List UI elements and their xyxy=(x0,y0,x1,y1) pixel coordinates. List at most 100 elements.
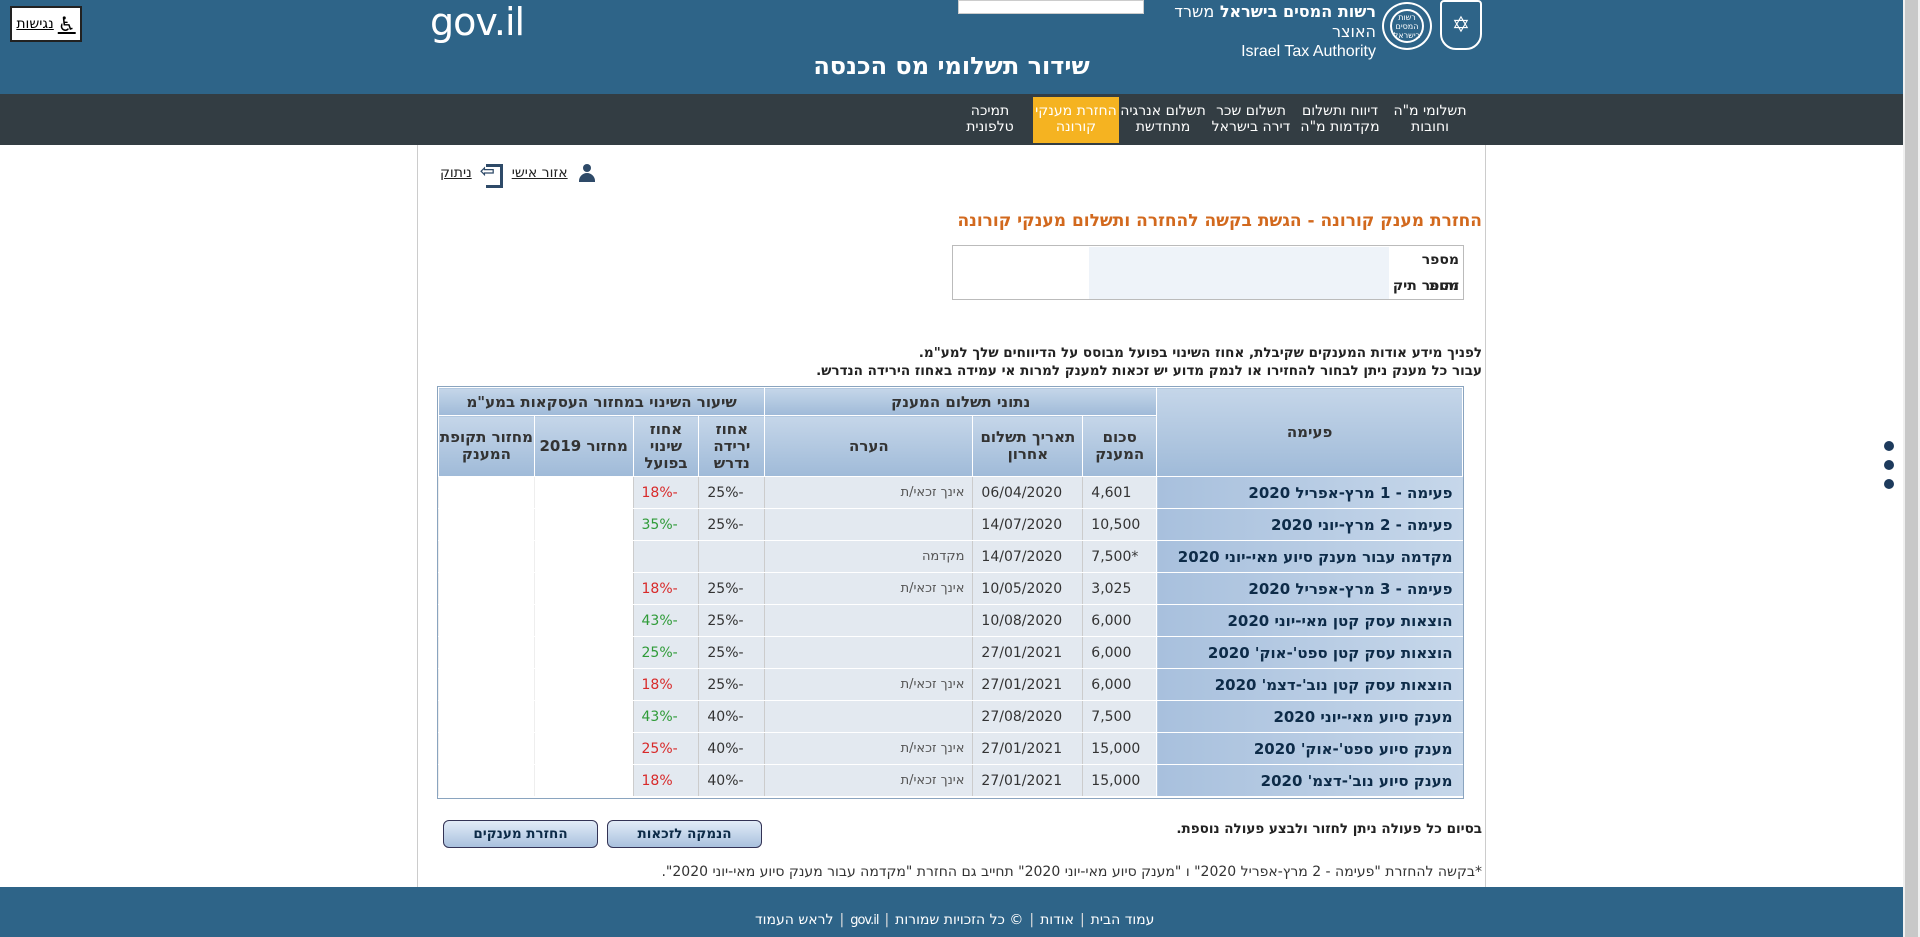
cell-required: -25% xyxy=(698,572,765,605)
nav-item-phone-support[interactable]: תמיכה טלפונית xyxy=(966,103,1014,135)
personal-area-link[interactable]: אזור אישי xyxy=(511,165,568,181)
table-row: מענק סיוע מאי-יוני 2020 7,500 27/08/2020 -4… xyxy=(438,700,1463,733)
cell-note: אינך זכאי/ת xyxy=(764,572,973,605)
cell-period: פעימה - 3 מרץ-אפריל 2020 xyxy=(1156,572,1463,605)
header-turnover-2019: מחזור 2019 xyxy=(533,415,634,477)
cell-grant-turnover xyxy=(438,604,535,637)
cell-amount: 7,500 xyxy=(1082,700,1157,733)
cell-actual: -25% xyxy=(632,732,699,765)
cell-date: 06/04/2020 xyxy=(972,476,1083,509)
cell-required: -25% xyxy=(698,604,765,637)
content-frame xyxy=(417,145,1486,887)
info-line-1: לפניך מידע אודות המענקים שקיבלת, אחוז הש… xyxy=(918,345,1482,361)
file-value xyxy=(1089,273,1389,299)
footer-gov-logo[interactable]: gov.il xyxy=(850,912,879,928)
table-row: הוצאות עסק קטן נוב'-דצמ' 2020 6,000 27/01/… xyxy=(438,668,1463,701)
cell-turnover-2019 xyxy=(533,700,633,733)
cell-actual: -43% xyxy=(632,700,699,733)
table-row: פעימה - 2 מרץ-יוני 2020 10,500 14/07/2020 -… xyxy=(438,508,1463,541)
table-row: הוצאות עסק קטן ספט'-אוק' 2020 6,000 27/01/… xyxy=(438,636,1463,669)
grants-table-wrapper: פעימה נתוני תשלום המענק שיעור השינוי במח… xyxy=(437,386,1464,799)
cell-note xyxy=(764,508,973,541)
personal-area-bar: אזור אישי ניתוק xyxy=(440,161,596,188)
nav-item-corona-grants[interactable]: החזרת מענקי קורונה xyxy=(1033,97,1119,143)
cell-amount: 6,000 xyxy=(1082,604,1157,637)
return-grants-button[interactable]: החזרת מענקים xyxy=(443,820,598,848)
cell-turnover-2019 xyxy=(533,572,633,605)
cell-turnover-2019 xyxy=(533,604,633,637)
user-icon xyxy=(578,164,596,182)
table-row: מענק סיוע נוב'-דצמ' 2020 15,000 27/01/2021… xyxy=(438,764,1463,797)
info-text: לפניך מידע אודות המענקים שקיבלת, אחוז הש… xyxy=(816,344,1482,380)
justify-eligibility-button[interactable]: הנמקה לזכאות xyxy=(607,820,762,848)
id-label: מספר זהות xyxy=(1421,252,1459,294)
cell-actual: -43% xyxy=(632,604,699,637)
state-emblem-icon: ✡ xyxy=(1440,0,1482,50)
cell-note xyxy=(764,700,973,733)
main-nav: תשלומי מ"ה וחובות דיווח ותשלום מקדמות מ"… xyxy=(0,94,1903,145)
cell-actual: 18% xyxy=(632,668,699,701)
nav-item-rent-payment[interactable]: תשלום שכר דירה בישראל xyxy=(1211,103,1291,135)
cell-amount: *7,500 xyxy=(1082,540,1157,573)
cell-grant-turnover xyxy=(438,668,535,701)
cell-note: אינך זכאי/ת xyxy=(764,668,973,701)
footer-links: עמוד הבית | אודות | © כל הזכויות שמורות | g… xyxy=(755,912,1155,928)
cell-turnover-2019 xyxy=(533,636,633,669)
footer-about-link[interactable]: אודות xyxy=(1040,912,1074,928)
header-payment-group: נתוני תשלום המענק xyxy=(764,387,1158,416)
cell-note: אינך זכאי/ת xyxy=(764,764,973,797)
page-title: שידור תשלומי מס הכנסה xyxy=(813,52,1090,80)
cell-note: אינך זכאי/ת xyxy=(764,476,973,509)
cell-period: הוצאות עסק קטן מאי-יוני 2020 xyxy=(1156,604,1463,637)
table-row: מקדמה עבור מענק סיוע מאי-יוני 2020 *7,500… xyxy=(438,540,1463,573)
cell-period: מענק סיוע ספט'-אוק' 2020 xyxy=(1156,732,1463,765)
header-period: פעימה xyxy=(1156,387,1463,477)
nav-item-advance-reporting[interactable]: דיווח ותשלום מקדמות מ"ה xyxy=(1300,103,1380,135)
cell-required: -40% xyxy=(698,732,765,765)
cell-date: 14/07/2020 xyxy=(972,540,1083,573)
logout-link[interactable]: ניתוק xyxy=(440,165,472,181)
cell-period: מקדמה עבור מענק סיוע מאי-יוני 2020 xyxy=(1156,540,1463,573)
cell-grant-turnover xyxy=(438,508,535,541)
cell-note xyxy=(764,636,973,669)
cell-actual: -25% xyxy=(632,636,699,669)
cell-period: מענק סיוע נוב'-דצמ' 2020 xyxy=(1156,764,1463,797)
accessibility-button[interactable]: ♿ נגישות xyxy=(10,6,82,42)
table-row: מענק סיוע ספט'-אוק' 2020 15,000 27/01/2021… xyxy=(438,732,1463,765)
cell-grant-turnover xyxy=(438,732,535,765)
cell-turnover-2019 xyxy=(533,476,633,509)
cell-note xyxy=(764,604,973,637)
top-search-input[interactable] xyxy=(958,0,1144,14)
id-value xyxy=(1089,247,1389,273)
cell-date: 14/07/2020 xyxy=(972,508,1083,541)
info-line-2: עבור כל מענק ניתן לבחור להחזירו או לנמק … xyxy=(816,363,1482,379)
authority-heb: רשות המסים בישראל xyxy=(1219,2,1376,21)
section-title: החזרת מענק קורונה - הגשת בקשה להחזרה ותש… xyxy=(957,211,1482,231)
nav-item-renewable-energy[interactable]: תשלום אנרגיה מתחדשת xyxy=(1120,103,1206,135)
cell-grant-turnover xyxy=(438,764,535,797)
id-row: מספר זהות xyxy=(953,247,1463,294)
footer-top-link[interactable]: לראש העמוד xyxy=(755,912,834,928)
tax-authority-logo-text: רשות המסים בישראל xyxy=(1390,9,1424,43)
cell-date: 27/08/2020 xyxy=(972,700,1083,733)
cell-date: 27/01/2021 xyxy=(972,668,1083,701)
cell-actual: -35% xyxy=(632,508,699,541)
cell-actual: 18% xyxy=(632,764,699,797)
logout-icon[interactable] xyxy=(480,161,503,188)
scrollbar-thumb[interactable] xyxy=(1905,0,1918,937)
cell-required: -40% xyxy=(698,700,765,733)
side-menu-icon[interactable] xyxy=(1884,441,1894,489)
cell-turnover-2019 xyxy=(533,732,633,765)
cell-actual xyxy=(632,540,699,573)
cell-amount: 6,000 xyxy=(1082,636,1157,669)
footnote: *בקשה להחזרת "פעימה - 2 מרץ-אפריל 2020" … xyxy=(661,864,1482,880)
cell-grant-turnover xyxy=(438,636,535,669)
table-row: פעימה - 3 מרץ-אפריל 2020 3,025 10/05/2020 א… xyxy=(438,572,1463,605)
nav-item-vat-payments[interactable]: תשלומי מ"ה וחובות xyxy=(1393,103,1467,135)
header-amount: סכום המענק xyxy=(1082,415,1158,477)
gov-il-logo[interactable]: gov.il xyxy=(430,0,525,44)
id-details-box: מספר זהות מספר תיק xyxy=(952,245,1464,300)
file-label: מספר תיק xyxy=(1392,278,1459,294)
footer-home-link[interactable]: עמוד הבית xyxy=(1090,912,1155,928)
cell-actual: -18% xyxy=(632,476,699,509)
